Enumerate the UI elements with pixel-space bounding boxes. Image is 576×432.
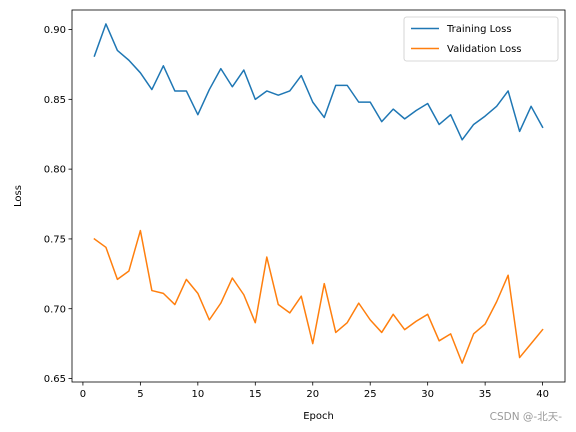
y-tick-label: 0.65 [44,374,66,385]
watermark-text: CSDN @-北天- [489,411,562,423]
legend-label-validation-loss: Validation Loss [447,44,522,55]
y-tick-label: 0.80 [44,165,66,176]
x-axis-ticks: 0 5 10 15 20 25 30 35 40 [80,382,549,400]
y-tick-label: 0.75 [44,235,66,246]
y-tick-label: 0.85 [44,95,66,106]
x-tick-label: 30 [421,389,434,400]
x-tick-label: 40 [536,389,549,400]
y-axis-ticks: 0.65 0.70 0.75 0.80 0.85 0.90 [44,25,72,385]
y-axis-label: Loss [13,185,24,207]
y-tick-label: 0.70 [44,304,66,315]
legend-label-training-loss: Training Loss [446,24,512,35]
x-tick-label: 5 [137,389,143,400]
x-tick-label: 25 [364,389,377,400]
x-tick-label: 15 [249,389,262,400]
series-line-training-loss [93,23,544,141]
x-tick-label: 10 [191,389,204,400]
y-tick-label: 0.90 [44,25,66,36]
legend: Training Loss Validation Loss [403,16,559,62]
x-tick-label: 20 [306,389,319,400]
series-line-validation-loss [93,229,544,364]
x-axis-label: Epoch [303,411,334,422]
x-tick-label: 0 [80,389,86,400]
plot-marks [93,23,544,364]
x-tick-label: 35 [479,389,492,400]
legend-box [403,16,559,62]
axes-frame [71,9,566,383]
